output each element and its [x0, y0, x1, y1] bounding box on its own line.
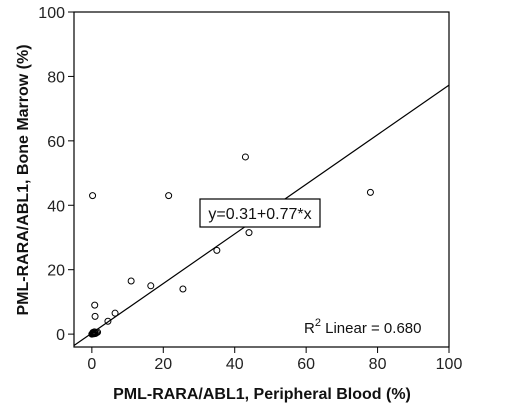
r2-prefix: R [304, 320, 315, 337]
y-tick-label: 20 [47, 263, 65, 280]
data-point [94, 328, 102, 336]
x-tick-label: 100 [436, 356, 463, 373]
x-tick-label: 20 [154, 356, 172, 373]
data-point [111, 309, 119, 317]
y-axis-ticks: 0 20 40 60 80 100 [38, 5, 74, 344]
x-tick-label: 60 [297, 356, 315, 373]
data-point [366, 188, 374, 196]
equation-box: y=0.31+0.77*x [199, 198, 321, 228]
y-tick-label: 40 [47, 198, 65, 215]
data-point [241, 153, 249, 161]
y-tick-label: 60 [47, 134, 65, 151]
y-tick-label: 0 [56, 327, 65, 344]
y-tick-label: 100 [38, 5, 65, 22]
equation-label: y=0.31+0.77*x [208, 206, 311, 223]
data-point [91, 301, 99, 309]
r2-superscript: 2 [315, 317, 321, 329]
plot-area [73, 11, 450, 348]
data-point [213, 246, 221, 254]
y-axis-title: PML-RARA/ABL1, Bone Marrow (%) [15, 44, 32, 315]
data-point [245, 229, 253, 237]
r2-label: R2 Linear = 0.680 [304, 317, 421, 337]
x-tick-label: 80 [369, 356, 387, 373]
x-tick-label: 0 [87, 356, 96, 373]
y-tick-label: 80 [47, 69, 65, 86]
r2-text: Linear = 0.680 [321, 320, 422, 337]
data-point [165, 192, 173, 200]
data-point [179, 285, 187, 293]
x-axis-title: PML-RARA/ABL1, Peripheral Blood (%) [113, 386, 411, 403]
data-point [90, 328, 98, 336]
data-point [89, 192, 97, 200]
x-tick-label: 40 [226, 356, 244, 373]
data-point [104, 317, 112, 325]
data-point [91, 312, 99, 320]
data-point [147, 282, 155, 290]
data-point [127, 277, 135, 285]
x-axis-ticks: 0 20 40 60 80 100 [87, 347, 462, 373]
data-points [88, 153, 374, 338]
